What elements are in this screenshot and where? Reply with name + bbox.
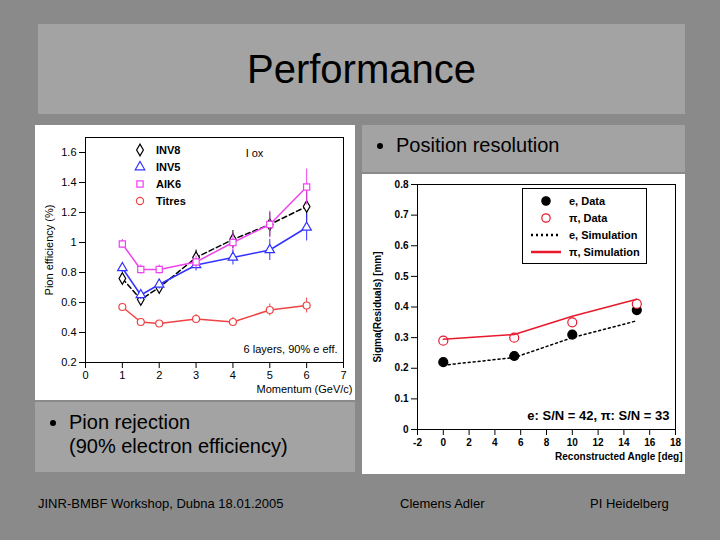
svg-text:e: S/N = 42, π: S/N = 33: e: S/N = 42, π: S/N = 33 <box>527 408 669 423</box>
svg-text:7: 7 <box>340 369 346 381</box>
html-text:INV8: INV8 <box>156 143 181 156</box>
svg-text:6: 6 <box>518 437 524 448</box>
svg-text:18: 18 <box>670 437 682 448</box>
svg-text:0.1: 0.1 <box>395 393 409 404</box>
svg-text:4: 4 <box>492 437 498 448</box>
svg-text:2: 2 <box>466 437 472 448</box>
svg-text:0.7: 0.7 <box>395 209 409 220</box>
html-text:AIK6: AIK6 <box>156 177 182 190</box>
html-text:(90% electron efficiency): (90% electron efficiency) <box>69 435 288 457</box>
html-text:Titres: Titres <box>156 194 186 207</box>
html-text:e, Data: e, Data <box>569 194 606 207</box>
svg-text:6: 6 <box>304 369 310 381</box>
svg-text:5: 5 <box>267 369 273 381</box>
svg-text:1: 1 <box>119 369 125 381</box>
html-text:Pion rejection: Pion rejection <box>69 411 191 433</box>
html-text:JINR-BMBF Workshop, Dubna 18.0: JINR-BMBF Workshop, Dubna 18.01.2005 <box>38 496 284 511</box>
html-text:Position resolution: Position resolution <box>396 134 560 156</box>
svg-text:0: 0 <box>82 369 88 381</box>
svg-text:Momentum (GeV/c): Momentum (GeV/c) <box>257 383 353 395</box>
svg-text:0.8: 0.8 <box>61 266 76 278</box>
svg-text:0.5: 0.5 <box>395 271 409 282</box>
svg-text:1.6: 1.6 <box>61 146 76 158</box>
html-text:INV5: INV5 <box>156 160 181 173</box>
svg-text:12: 12 <box>593 437 605 448</box>
svg-text:1: 1 <box>70 236 76 248</box>
svg-text:0: 0 <box>441 437 447 448</box>
svg-text:2: 2 <box>156 369 162 381</box>
svg-text:3: 3 <box>193 369 199 381</box>
html-text:Clemens Adler: Clemens Adler <box>400 496 485 511</box>
html-text:π, Data: π, Data <box>569 211 608 224</box>
svg-text:16: 16 <box>644 437 656 448</box>
svg-text:0.4: 0.4 <box>61 326 76 338</box>
svg-text:Reconstructed Angle [deg]: Reconstructed Angle [deg] <box>555 451 682 462</box>
svg-text:Sigma(Residuals) [mm]: Sigma(Residuals) [mm] <box>372 251 383 362</box>
svg-text:0.6: 0.6 <box>395 240 409 251</box>
html-text:e, Simulation: e, Simulation <box>569 228 638 241</box>
svg-text:8: 8 <box>544 437 550 448</box>
svg-text:I ox: I ox <box>246 147 264 159</box>
svg-text:6 layers, 90% e eff.: 6 layers, 90% e eff. <box>244 343 338 355</box>
svg-text:1.2: 1.2 <box>61 206 76 218</box>
svg-text:Pion efficiency (%): Pion efficiency (%) <box>43 205 55 296</box>
svg-text:10: 10 <box>567 437 579 448</box>
svg-text:4: 4 <box>230 369 236 381</box>
svg-text:0.3: 0.3 <box>395 332 409 343</box>
html-text:Performance: Performance <box>247 46 476 91</box>
svg-text:-2: -2 <box>413 437 422 448</box>
svg-text:0.2: 0.2 <box>395 362 409 373</box>
svg-text:14: 14 <box>618 437 630 448</box>
svg-text:0.2: 0.2 <box>61 356 76 368</box>
svg-text:0.8: 0.8 <box>395 179 409 190</box>
svg-text:1.4: 1.4 <box>61 176 76 188</box>
html-text:π, Simulation: π, Simulation <box>569 245 640 258</box>
svg-text:0: 0 <box>403 424 409 435</box>
svg-text:0.6: 0.6 <box>61 296 76 308</box>
html-text:PI Heidelberg: PI Heidelberg <box>590 496 669 511</box>
svg-text:0.4: 0.4 <box>395 301 409 312</box>
